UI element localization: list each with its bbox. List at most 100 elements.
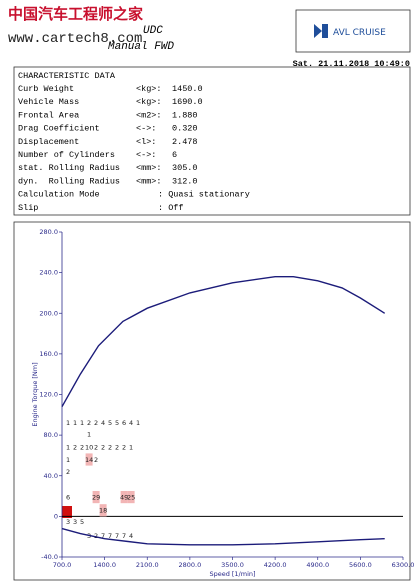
cell-count: 3 [73,518,77,526]
y-tick-label: 160.0 [39,350,58,358]
curve [61,527,385,546]
row-label: dyn. Rolling Radius [18,176,120,186]
cell-count: 2 [94,419,98,427]
row-value: 0.320 [172,124,198,134]
cell [120,490,128,504]
cell-count: 4 [129,419,133,427]
cell-count: 7 [101,532,105,540]
cell-count: 1 [80,419,84,427]
row-value: 1450.0 [172,84,203,94]
cell-count: 4 [101,419,105,427]
cell-count: 29 [92,493,100,501]
row-unit: <->: [136,124,156,134]
row-value: 6 [172,150,177,160]
cell-count: 7 [115,532,119,540]
row-unit: <mm>: [136,163,162,173]
cell-count: 5 [80,518,84,526]
cell-count: 2 [94,456,98,464]
y-tick-label: 240.0 [39,269,58,277]
y-tick-label: -40.0 [41,553,58,561]
x-tick-label: 4900.0 [306,561,329,569]
x-tick-label: 5600.0 [349,561,372,569]
cell-count: 2 [87,419,91,427]
cell-count: 1 [136,419,140,427]
x-tick-label: 6300.0 [392,561,415,569]
logo-icon [314,24,328,38]
cell-count: 2 [115,444,119,452]
cell-count: 1 [73,419,77,427]
cell-count: 2 [94,444,98,452]
row-label: Frontal Area [18,110,79,120]
cell-count: 1 [66,456,70,464]
cell [85,453,93,466]
cell-count: 2 [94,532,98,540]
cell-count: 2 [122,444,126,452]
row-label: Curb Weight [18,84,74,94]
row-unit: <mm>: [136,176,162,186]
title: UDC [143,25,163,37]
y-tick-label: 200.0 [39,309,58,317]
cell-count: 25 [127,493,135,501]
row-value: : Quasi stationary [158,190,250,200]
watermark: 中国汽车工程师之家 [8,5,143,23]
row-value: 1.880 [172,110,198,120]
x-tick-label: 1400.0 [93,561,116,569]
y-axis-label: Engine Torque [Nm] [31,362,39,426]
subtitle: Manual FWD [108,41,174,53]
idle-cell [62,506,72,518]
row-label: Drag Coefficient [18,124,100,134]
y-tick-label: 40.0 [44,472,58,480]
row-label: Vehicle Mass [18,97,79,107]
row-label: Displacement [18,137,79,147]
cell [127,490,135,504]
cell-count: 1 [87,430,91,438]
x-tick-label: 3500.0 [221,561,244,569]
cell-count: 1 [66,419,70,427]
y-tick-label: 120.0 [39,391,58,399]
cell-count: 6 [122,419,126,427]
logo-text: AVL CRUISE [333,28,386,38]
cell-count: 2 [80,444,84,452]
x-tick-label: 700.0 [53,561,72,569]
y-tick-label: 0 [54,512,58,520]
cell-count: 7 [122,532,126,540]
row-unit: <l>: [136,137,156,147]
row-value: 1690.0 [172,97,203,107]
cell-count: 4 [129,532,133,540]
cell-count: 2 [66,468,70,476]
row-value: 305.0 [172,163,198,173]
row-unit: <->: [136,150,156,160]
row-unit: <m2>: [136,110,162,120]
curve [61,276,386,408]
cell-count: 10 [85,444,93,452]
row-unit: <kg>: [136,84,162,94]
row-value: 2.478 [172,137,198,147]
row-unit: <kg>: [136,97,162,107]
cell-count: 49 [120,493,128,501]
data-box [13,66,411,216]
url: www.cartech8.com [8,31,142,47]
cell-count: 5 [108,419,112,427]
row-label: Calculation Mode [18,190,100,200]
cell [92,490,100,504]
table-title: CHARACTERISTIC DATA [18,71,116,81]
row-value: 312.0 [172,176,198,186]
y-tick-label: 80.0 [44,431,58,439]
cell-count: 2 [73,444,77,452]
row-value: : Off [158,203,184,213]
cell-count: 7 [108,532,112,540]
cell-count: 14 [85,456,93,464]
chart-box [13,221,411,581]
row-label: Slip [18,203,38,213]
cell-count: 3 [66,518,70,526]
x-axis-label: Speed [1/min] [209,570,255,578]
x-tick-label: 2100.0 [136,561,159,569]
cell-count: 18 [99,507,107,515]
row-label: Number of Cylinders [18,150,115,160]
cell-count: 2 [108,444,112,452]
x-tick-label: 4200.0 [264,561,287,569]
x-tick-label: 2800.0 [179,561,202,569]
cell-count: 2 [101,444,105,452]
cell-count: 5 [115,419,119,427]
y-tick-label: 280.0 [39,228,58,236]
